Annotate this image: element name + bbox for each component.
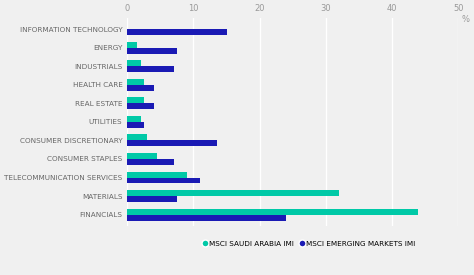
- Bar: [128, 60, 140, 66]
- Bar: [128, 42, 137, 48]
- Bar: [128, 196, 177, 202]
- Bar: [128, 172, 187, 177]
- Bar: [128, 134, 147, 141]
- Bar: [128, 97, 144, 103]
- Bar: [128, 85, 154, 91]
- Bar: [128, 159, 173, 165]
- Bar: [128, 48, 177, 54]
- Bar: [128, 141, 217, 146]
- Bar: [128, 122, 144, 128]
- Bar: [128, 103, 154, 109]
- Bar: [128, 153, 157, 159]
- Bar: [128, 214, 286, 221]
- Bar: [128, 29, 227, 35]
- Bar: [128, 177, 200, 183]
- Legend: MSCI SAUDI ARABIA IMI, MSCI EMERGING MARKETS IMI: MSCI SAUDI ARABIA IMI, MSCI EMERGING MAR…: [201, 238, 418, 249]
- Text: %: %: [462, 15, 469, 24]
- Bar: [128, 209, 419, 214]
- Bar: [128, 66, 173, 72]
- Bar: [128, 116, 140, 122]
- Bar: [128, 190, 339, 196]
- Bar: [128, 79, 144, 85]
